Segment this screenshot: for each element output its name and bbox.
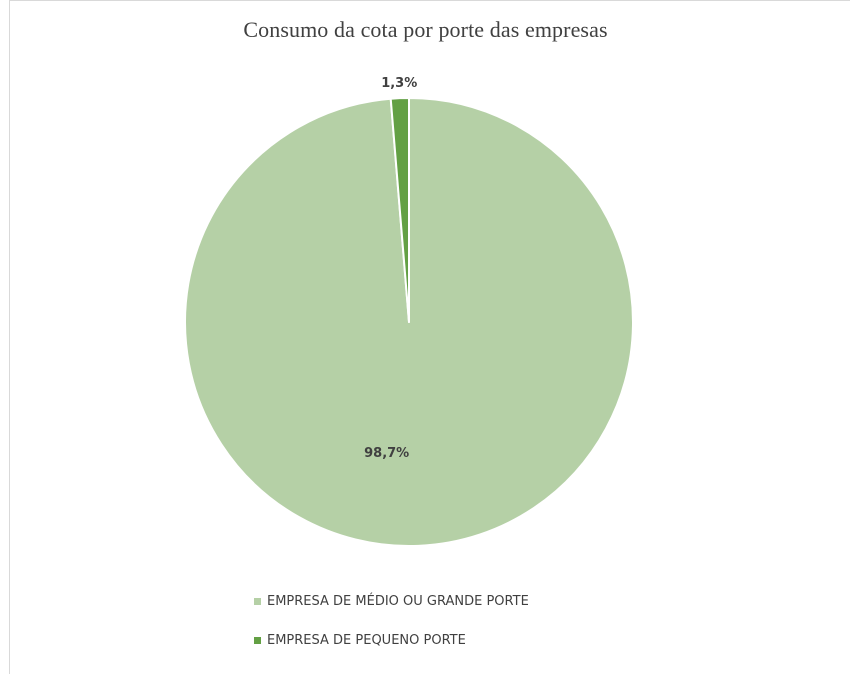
legend-swatch-medio-grande	[254, 597, 261, 605]
pie-data-labels: 98,7% 1,3%	[364, 76, 417, 461]
pie-slice-pequeno	[389, 97, 410, 323]
chart-title: Consumo da cota por porte das empresas	[243, 17, 608, 42]
legend-item-pequeno: EMPRESA DE PEQUENO PORTE	[254, 631, 529, 649]
legend-item-medio-grande: EMPRESA DE MÉDIO OU GRANDE PORTE	[254, 592, 529, 610]
legend-label-pequeno: EMPRESA DE PEQUENO PORTE	[267, 632, 466, 648]
data-label-medio-grande: 98,7%	[364, 446, 409, 461]
pie-slices	[184, 97, 634, 547]
legend-swatch-pequeno	[254, 636, 261, 644]
legend-label-medio-grande: EMPRESA DE MÉDIO OU GRANDE PORTE	[267, 593, 529, 609]
data-label-pequeno: 1,3%	[381, 76, 417, 91]
legend: EMPRESA DE MÉDIO OU GRANDE PORTE EMPRESA…	[254, 592, 529, 670]
